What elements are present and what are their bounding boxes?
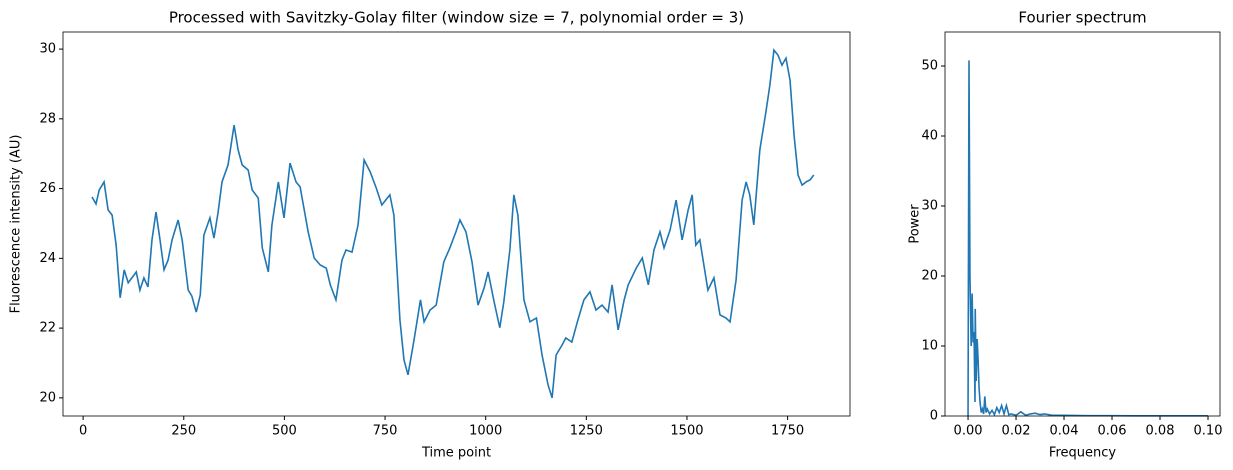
axes-frame	[62, 31, 851, 417]
y-axis-label: Fluorescence intensity (AU)	[9, 135, 24, 314]
y-tick-label: 28	[39, 111, 56, 126]
x-tick-label: 0.00	[954, 424, 983, 439]
y-tick-label: 24	[39, 251, 56, 266]
y-tick-label: 10	[921, 339, 938, 354]
x-tick-label: 750	[373, 424, 398, 439]
x-tick-label: 0.02	[1002, 424, 1031, 439]
x-tick-label: 1750	[771, 424, 804, 439]
x-axis-label: Frequency	[1049, 446, 1116, 461]
y-tick-label: 50	[921, 59, 938, 74]
data-line	[91, 48, 815, 399]
y-tick-label: 30	[921, 199, 938, 214]
x-tick-label: 1000	[469, 424, 502, 439]
data-line	[967, 60, 1208, 417]
x-tick-label: 250	[171, 424, 196, 439]
x-tick-label: 0	[79, 424, 87, 439]
y-tick-label: 30	[39, 42, 56, 57]
y-tick-label: 0	[930, 409, 938, 424]
x-tick-label: 0.10	[1194, 424, 1223, 439]
x-tick-label: 500	[272, 424, 297, 439]
y-axis-label: Power	[908, 204, 923, 244]
y-tick-label: 26	[39, 181, 56, 196]
x-tick-label: 0.04	[1050, 424, 1079, 439]
y-tick-label: 20	[921, 269, 938, 284]
axes-frame	[944, 31, 1221, 417]
y-tick-label: 22	[39, 321, 56, 336]
y-tick-label: 40	[921, 129, 938, 144]
x-tick-label: 1500	[670, 424, 703, 439]
x-tick-label: 0.08	[1146, 424, 1175, 439]
x-axis-label: Time point	[421, 446, 491, 461]
x-tick-label: 0.06	[1098, 424, 1127, 439]
x-tick-label: 1250	[570, 424, 603, 439]
y-tick-label: 20	[39, 390, 56, 405]
chart-title: Fourier spectrum	[1018, 9, 1146, 27]
chart-title: Processed with Savitzky-Golay filter (wi…	[169, 9, 744, 27]
